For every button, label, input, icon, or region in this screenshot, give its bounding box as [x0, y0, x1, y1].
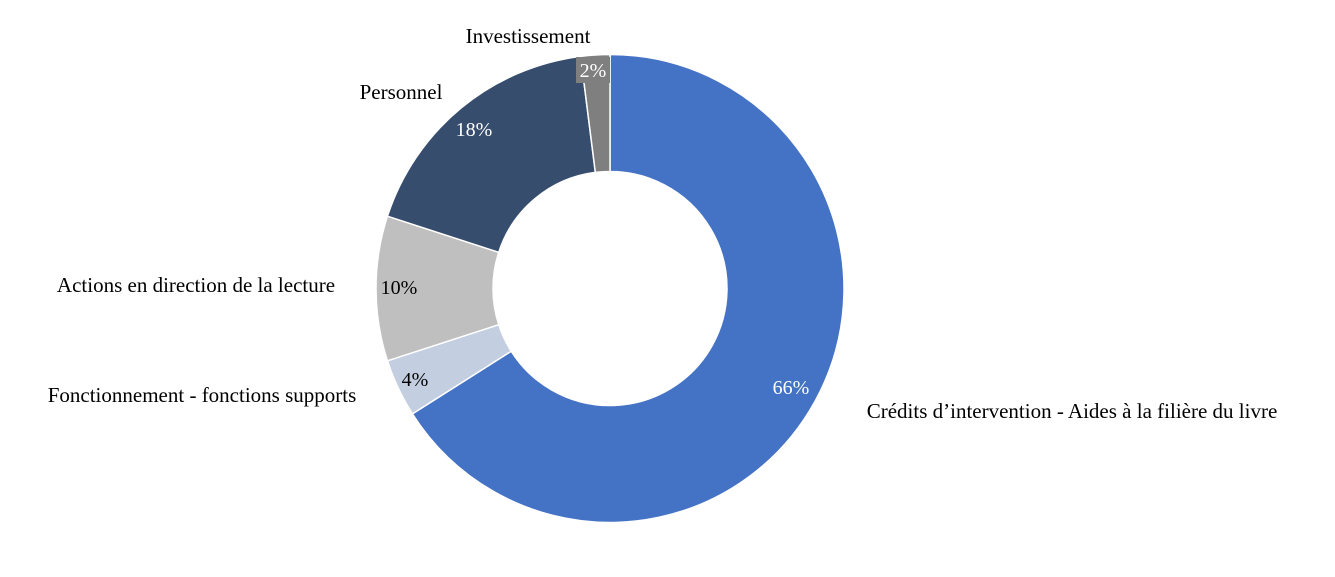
category-label-credits: Crédits d’intervention - Aides à la fili… — [867, 399, 1278, 423]
donut-slice-3 — [386, 55, 597, 254]
category-label-investissement: Investissement — [466, 24, 591, 48]
labels: Crédits d’intervention - Aides à la fili… — [48, 24, 1278, 423]
value-label-actions-lecture: 10% — [381, 277, 418, 299]
value-label-investissement: 2% — [580, 60, 607, 82]
category-label-personnel: Personnel — [360, 80, 443, 104]
category-label-actions-lecture: Actions en direction de la lecture — [57, 273, 335, 297]
slices — [375, 53, 845, 524]
value-label-credits: 66% — [773, 377, 810, 399]
value-label-personnel: 18% — [456, 119, 493, 141]
donut-slice-4 — [579, 53, 611, 174]
value-label-fonctionnement: 4% — [402, 369, 429, 391]
value-label-box-investissement — [576, 57, 610, 83]
donut-slice-0 — [411, 53, 845, 524]
category-label-fonctionnement: Fonctionnement - fonctions supports — [48, 383, 357, 407]
